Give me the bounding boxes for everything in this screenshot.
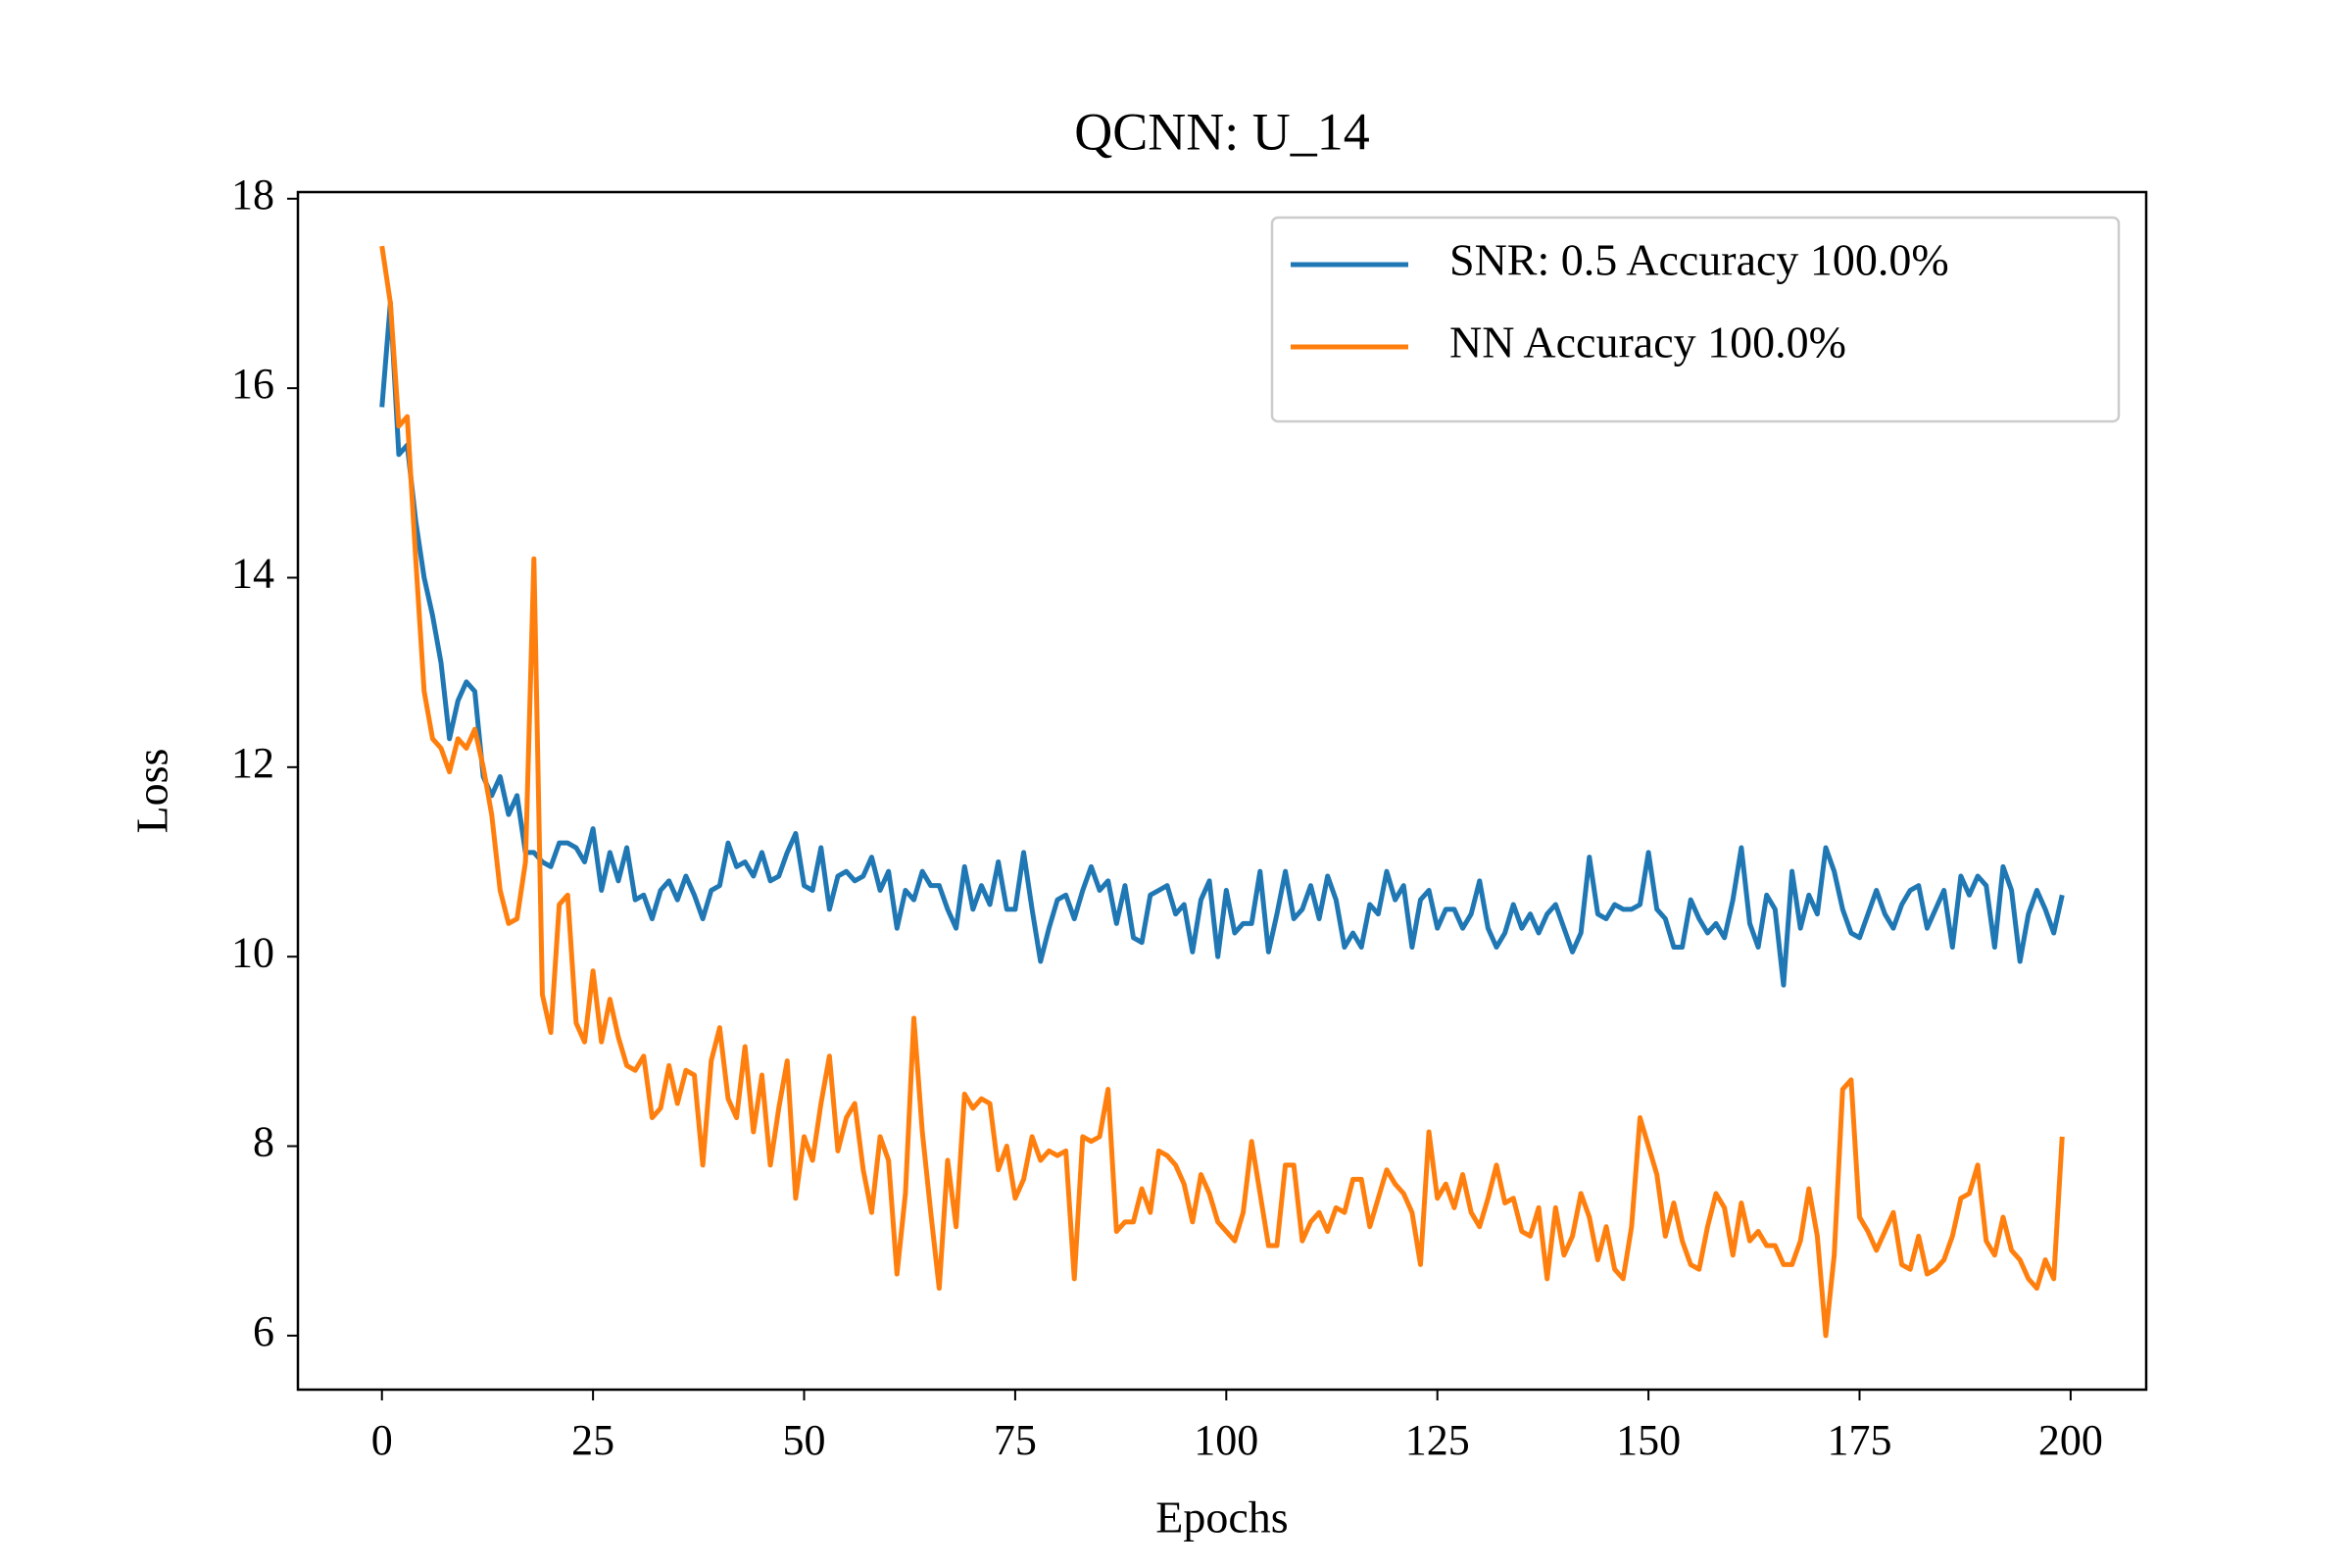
legend-label: SNR: 0.5 Accuracy 100.0%	[1449, 235, 1949, 285]
x-axis-label: Epochs	[1155, 1493, 1288, 1543]
y-tick-label: 12	[231, 739, 274, 787]
y-tick-label: 18	[231, 171, 274, 219]
x-tick-label: 175	[1827, 1416, 1891, 1464]
x-tick-label: 25	[571, 1416, 614, 1464]
legend-box	[1270, 216, 2121, 423]
x-tick-label: 0	[371, 1416, 393, 1464]
y-tick-label: 16	[231, 360, 274, 408]
plot-frame	[296, 190, 2148, 1392]
y-tick-label: 8	[253, 1118, 274, 1166]
x-tick-label: 150	[1616, 1416, 1681, 1464]
x-tick-label: 75	[994, 1416, 1037, 1464]
chart-title: QCNN: U_14	[1074, 102, 1370, 161]
legend-label: NN Accuracy 100.0%	[1449, 318, 1846, 368]
y-tick-label: 14	[231, 550, 274, 598]
y-tick-label: 6	[253, 1307, 274, 1355]
x-tick-label: 125	[1405, 1416, 1470, 1464]
data-line	[379, 245, 2065, 1339]
x-tick-label: 50	[783, 1416, 826, 1464]
y-tick-label: 10	[231, 928, 274, 976]
data-line	[379, 300, 2065, 988]
y-axis-label: Loss	[127, 749, 177, 834]
x-tick-label: 200	[2038, 1416, 2103, 1464]
x-tick-label: 100	[1194, 1416, 1258, 1464]
